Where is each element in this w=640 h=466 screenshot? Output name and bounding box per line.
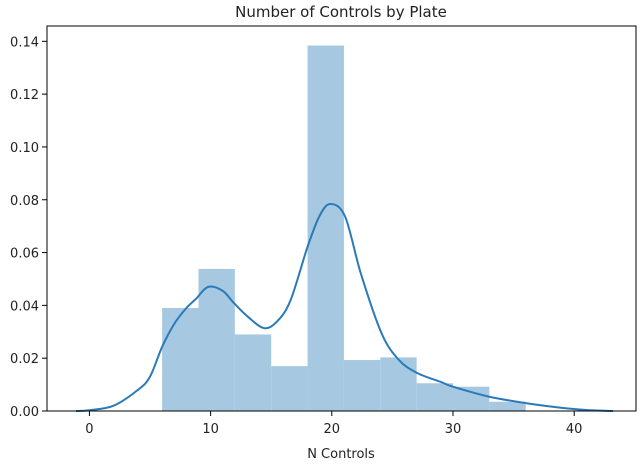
x-tick-label: 30 xyxy=(445,422,462,437)
y-tick-label: 0.04 xyxy=(10,299,39,314)
x-axis-label: N Controls xyxy=(307,447,375,462)
x-tick-label: 20 xyxy=(324,422,341,437)
y-tick-label: 0.02 xyxy=(10,352,39,367)
histogram-bar xyxy=(234,334,272,411)
histogram-bar xyxy=(416,383,453,411)
histogram-bar xyxy=(307,45,344,411)
histogram-bar xyxy=(343,360,381,411)
y-tick-label: 0.14 xyxy=(10,35,39,50)
plot-frame xyxy=(46,25,637,412)
y-tick-label: 0.00 xyxy=(10,405,39,420)
histogram-bar xyxy=(489,401,526,411)
histogram-bar xyxy=(162,308,199,411)
x-tick-label: 0 xyxy=(85,422,93,437)
y-tick-label: 0.06 xyxy=(10,247,39,262)
histogram-bar xyxy=(198,268,235,411)
y-tick-label: 0.08 xyxy=(10,194,39,209)
y-tick-label: 0.12 xyxy=(10,88,39,103)
x-tick-label: 40 xyxy=(566,422,583,437)
kde-line xyxy=(76,202,614,412)
histogram-bar xyxy=(271,366,308,411)
histogram-bar xyxy=(380,357,417,411)
histogram-bar xyxy=(452,386,490,411)
y-tick-label: 0.10 xyxy=(10,141,39,156)
x-tick-label: 10 xyxy=(202,422,219,437)
chart-title: Number of Controls by Plate xyxy=(235,3,447,21)
